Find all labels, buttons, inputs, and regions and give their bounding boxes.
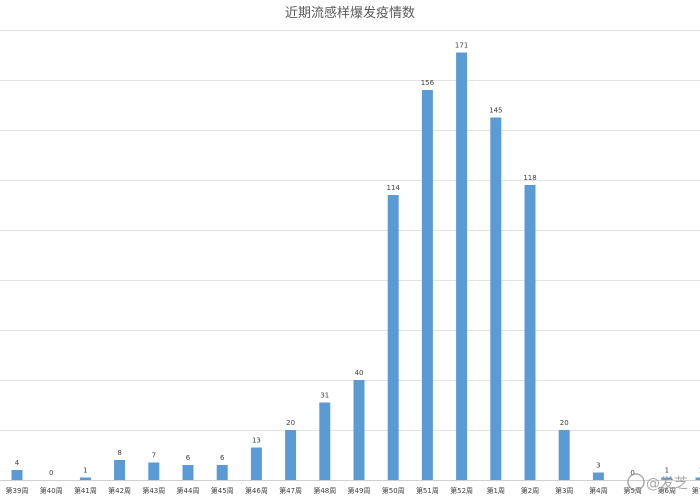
bar [182, 465, 194, 480]
data-label: 20 [560, 419, 569, 427]
data-label: 118 [523, 174, 536, 182]
bar [524, 185, 536, 480]
data-label: 145 [489, 107, 502, 115]
bar [592, 472, 604, 480]
data-label: 4 [15, 459, 20, 467]
bar [456, 52, 468, 480]
bar [148, 462, 160, 480]
watermark: @发芝 [627, 473, 688, 492]
bar [421, 90, 433, 480]
data-label: 0 [49, 469, 53, 477]
bar [216, 465, 228, 480]
data-label: 8 [117, 449, 121, 457]
x-tick-label: 第4周 [589, 486, 607, 495]
data-label: 6 [220, 454, 225, 462]
x-tick-label: 第48周 [313, 486, 336, 495]
x-tick-label: 第45周 [211, 486, 234, 495]
x-tick-label: 第49周 [348, 486, 371, 495]
weibo-icon [627, 473, 645, 491]
x-tick-label: 第6周 [658, 486, 676, 495]
x-tick-label: 第41周 [74, 486, 97, 495]
x-tick-label: 第52周 [450, 486, 473, 495]
watermark-text: @发芝 [646, 476, 688, 492]
bar [387, 195, 399, 480]
data-label: 3 [596, 462, 600, 470]
bar [79, 477, 91, 480]
data-label: 40 [355, 369, 364, 377]
x-tick-label: 第47周 [279, 486, 302, 495]
gridlines [0, 30, 700, 481]
data-label: 1 [83, 467, 87, 475]
data-label: 1 [699, 467, 700, 475]
bar [695, 477, 700, 480]
x-tick-label: 第7周 [692, 486, 700, 495]
data-label: 156 [421, 79, 435, 87]
x-tick-label: 第46周 [245, 486, 268, 495]
bar [353, 380, 365, 480]
x-tick-label: 第1周 [487, 486, 505, 495]
bar [319, 402, 331, 480]
data-label: 31 [320, 392, 329, 400]
x-tick-label: 第40周 [40, 486, 63, 495]
data-labels: 401876613203140114156171145118203011 [15, 42, 700, 478]
data-label: 1 [665, 467, 669, 475]
data-label: 114 [387, 184, 401, 192]
data-label: 13 [252, 437, 261, 445]
chart-title: 近期流感样爆发疫情数 [285, 5, 415, 21]
bar [11, 470, 23, 480]
x-tick-label: 第42周 [108, 486, 131, 495]
data-label: 20 [286, 419, 295, 427]
x-tick-label: 第43周 [142, 486, 165, 495]
bar [661, 477, 673, 480]
x-tick-label: 第3周 [555, 486, 573, 495]
x-tick-label: 第50周 [382, 486, 405, 495]
bars [11, 52, 700, 480]
x-tick-label: 第2周 [521, 486, 539, 495]
x-tick-label: 第51周 [416, 486, 439, 495]
x-tick-labels: 第39周 第40周 第41周 第42周 第43周 第44周 第45周 第46周 第47周 第48周… [6, 486, 700, 495]
bar [114, 460, 126, 480]
bar [285, 430, 297, 480]
data-label: 7 [152, 452, 156, 460]
bar [558, 430, 570, 480]
data-label: 6 [186, 454, 191, 462]
data-label: 171 [455, 42, 468, 50]
data-label: 0 [630, 469, 634, 477]
bar [490, 117, 502, 480]
x-tick-label: 第39周 [6, 486, 29, 495]
x-tick-label: 第5周 [623, 486, 641, 495]
x-tick-label: 第44周 [177, 486, 200, 495]
bar [250, 447, 262, 480]
